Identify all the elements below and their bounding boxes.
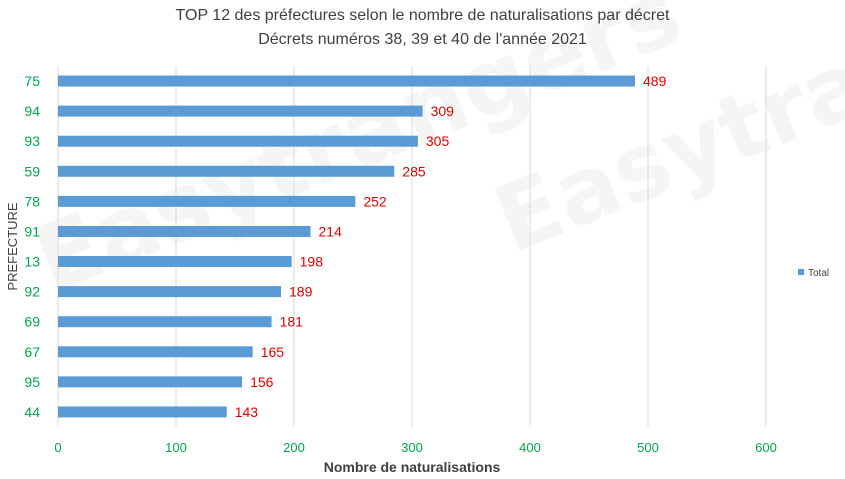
y-tick-label-69: 69 <box>24 314 40 330</box>
y-tick-label-95: 95 <box>24 374 40 390</box>
bar-78 <box>58 195 356 207</box>
bar-67 <box>58 346 253 358</box>
x-axis-title: Nombre de naturalisations <box>324 459 501 475</box>
x-tick-label-2: 200 <box>283 440 305 455</box>
x-tick-label-5: 500 <box>637 440 659 455</box>
x-tick-label-6: 600 <box>755 440 777 455</box>
y-axis-title: PREFECTURE <box>5 202 20 290</box>
y-tick-label-44: 44 <box>24 404 40 420</box>
y-tick-label-94: 94 <box>24 103 40 119</box>
bar-91 <box>58 225 311 237</box>
data-label-93: 305 <box>426 133 450 149</box>
y-tick-label-67: 67 <box>24 344 40 360</box>
data-label-69: 181 <box>280 314 304 330</box>
x-tick-label-0: 0 <box>54 440 61 455</box>
data-label-78: 252 <box>363 193 387 209</box>
y-tick-label-91: 91 <box>24 223 40 239</box>
legend-label-total: Total <box>808 268 829 279</box>
bar-44 <box>58 406 227 418</box>
bar-93 <box>58 135 418 147</box>
data-label-67: 165 <box>261 344 285 360</box>
bar-59 <box>58 165 395 177</box>
y-tick-label-92: 92 <box>24 284 40 300</box>
y-tick-label-13: 13 <box>24 254 40 270</box>
chart-subtitle: Décrets numéros 38, 39 et 40 de l'année … <box>258 31 587 48</box>
bar-92 <box>58 286 282 298</box>
x-tick-label-4: 400 <box>519 440 541 455</box>
x-tick-label-3: 300 <box>401 440 423 455</box>
data-label-94: 309 <box>431 103 455 119</box>
y-tick-label-93: 93 <box>24 133 40 149</box>
y-tick-label-78: 78 <box>24 193 40 209</box>
bar-69 <box>58 316 272 328</box>
bar-94 <box>58 105 423 117</box>
data-label-91: 214 <box>319 223 343 239</box>
x-tick-label-1: 100 <box>165 440 187 455</box>
y-tick-label-59: 59 <box>24 163 40 179</box>
y-tick-label-75: 75 <box>24 73 40 89</box>
data-label-13: 198 <box>300 254 324 270</box>
bar-95 <box>58 376 243 388</box>
legend-swatch-total <box>798 269 804 275</box>
chart-title: TOP 12 des préfectures selon le nombre d… <box>175 7 670 24</box>
bar-13 <box>58 256 292 268</box>
data-label-75: 489 <box>643 73 667 89</box>
data-label-95: 156 <box>250 374 274 390</box>
data-label-59: 285 <box>402 163 426 179</box>
data-label-44: 143 <box>235 404 259 420</box>
data-label-92: 189 <box>289 284 313 300</box>
bar-75 <box>58 75 636 87</box>
